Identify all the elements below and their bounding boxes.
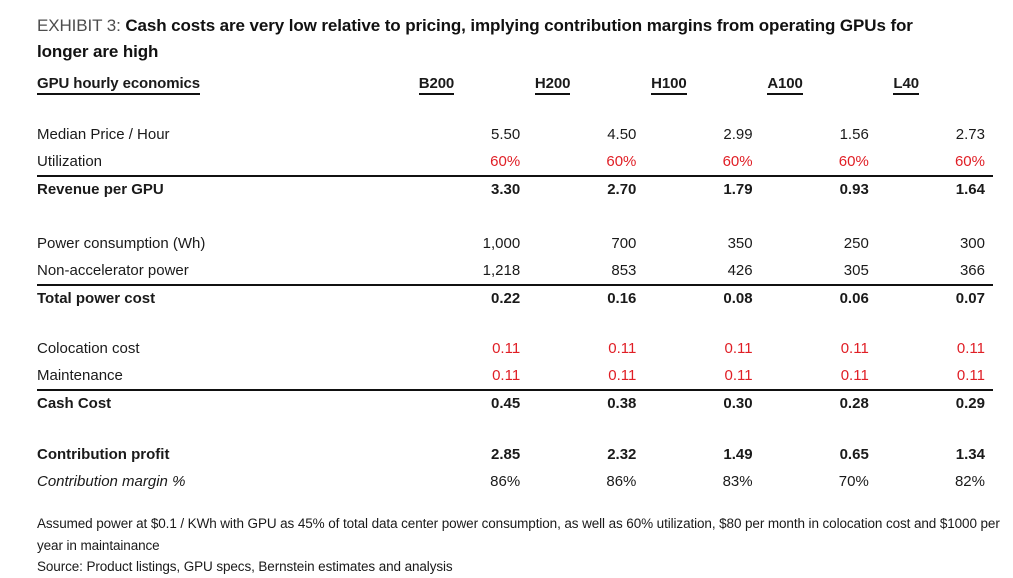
value-cell: 60% — [606, 153, 637, 170]
value-cell: 60% — [490, 153, 521, 170]
column-header-a100: A100 — [761, 75, 877, 95]
table-header-label-cell: GPU hourly economics — [37, 75, 412, 95]
value-cell: 60% — [722, 153, 753, 170]
value-cell: 300 — [959, 235, 985, 252]
value-cell: 0.11 — [492, 367, 521, 384]
value-cell: 853 — [611, 262, 637, 279]
row-label: Cash Cost — [37, 395, 112, 412]
row-label: Colocation cost — [37, 340, 140, 357]
value-cell: 1,000 — [482, 235, 521, 252]
table-row-contribution-margin: Contribution margin % 86% 86% 83% 70% 82… — [37, 468, 993, 495]
table-header-row: GPU hourly economics B200 H200 H100 A100… — [37, 71, 993, 99]
value-cell: 2.73 — [955, 126, 985, 143]
value-cell: 70% — [838, 473, 869, 490]
value-cell: 700 — [611, 235, 637, 252]
spacer — [37, 311, 993, 335]
value-cell: 305 — [843, 262, 869, 279]
value-cell: 1.64 — [955, 181, 985, 198]
column-header-b200: B200 — [412, 75, 528, 95]
value-cell: 0.38 — [607, 395, 637, 412]
value-cell: 0.07 — [955, 290, 985, 307]
row-label: Power consumption (Wh) — [37, 235, 206, 252]
row-label: Contribution margin % — [37, 473, 186, 490]
value-cell: 2.99 — [723, 126, 753, 143]
value-cell: 83% — [722, 473, 753, 490]
table-row-power-consumption: Power consumption (Wh) 1,000 700 350 250… — [37, 230, 993, 257]
gpu-economics-table: GPU hourly economics B200 H200 H100 A100… — [37, 71, 993, 495]
exhibit-title: EXHIBIT 3: Cash costs are very low relat… — [37, 13, 957, 65]
spacer — [37, 416, 993, 441]
table-row-total-power-cost: Total power cost 0.22 0.16 0.08 0.06 0.0… — [37, 284, 993, 311]
row-label: Utilization — [37, 153, 103, 170]
value-cell: 0.28 — [839, 395, 869, 412]
table-row-cash-cost: Cash Cost 0.45 0.38 0.30 0.28 0.29 — [37, 389, 993, 416]
value-cell: 0.11 — [724, 340, 753, 357]
value-cell: 0.08 — [723, 290, 753, 307]
value-cell: 426 — [727, 262, 753, 279]
column-header-l40: L40 — [877, 75, 993, 95]
value-cell: 0.11 — [840, 367, 869, 384]
row-label: Total power cost — [37, 290, 156, 307]
value-cell: 4.50 — [607, 126, 637, 143]
value-cell: 86% — [606, 473, 637, 490]
value-cell: 366 — [959, 262, 985, 279]
spacer — [37, 202, 993, 230]
table-row-contribution-profit: Contribution profit 2.85 2.32 1.49 0.65 … — [37, 441, 993, 468]
value-cell: 0.06 — [839, 290, 869, 307]
row-label: Non-accelerator power — [37, 262, 189, 279]
row-label: Contribution profit — [37, 446, 170, 463]
table-title: GPU hourly economics — [37, 75, 200, 95]
value-cell: 2.32 — [607, 446, 637, 463]
value-cell: 0.16 — [607, 290, 637, 307]
exhibit-title-text: Cash costs are very low relative to pric… — [37, 16, 913, 61]
row-label: Maintenance — [37, 367, 123, 384]
value-cell: 0.11 — [608, 340, 637, 357]
value-cell: 5.50 — [490, 126, 521, 143]
value-cell: 0.93 — [839, 181, 869, 198]
value-cell: 60% — [954, 153, 985, 170]
source-note: Source: Product listings, GPU specs, Ber… — [37, 559, 453, 574]
column-header-h100: H100 — [644, 75, 760, 95]
value-cell: 86% — [490, 473, 521, 490]
table-row-median-price: Median Price / Hour 5.50 4.50 2.99 1.56 … — [37, 121, 993, 148]
table-row-revenue-per-gpu: Revenue per GPU 3.30 2.70 1.79 0.93 1.64 — [37, 175, 993, 202]
value-cell: 1,218 — [482, 262, 521, 279]
value-cell: 1.56 — [839, 126, 869, 143]
value-cell: 0.11 — [608, 367, 637, 384]
value-cell: 0.11 — [840, 340, 869, 357]
spacer — [37, 99, 993, 121]
value-cell: 3.30 — [490, 181, 521, 198]
value-cell: 82% — [954, 473, 985, 490]
value-cell: 0.30 — [723, 395, 753, 412]
row-label: Median Price / Hour — [37, 126, 170, 143]
row-label: Revenue per GPU — [37, 181, 164, 198]
value-cell: 0.11 — [956, 340, 985, 357]
exhibit-number-label: EXHIBIT 3: — [37, 16, 126, 35]
assumption-note: Assumed power at $0.1 / KWh with GPU as … — [37, 516, 1000, 553]
value-cell: 2.85 — [490, 446, 521, 463]
value-cell: 250 — [843, 235, 869, 252]
table-row-colocation-cost: Colocation cost 0.11 0.11 0.11 0.11 0.11 — [37, 335, 993, 362]
value-cell: 0.11 — [492, 340, 521, 357]
value-cell: 0.22 — [490, 290, 521, 307]
table-row-utilization: Utilization 60% 60% 60% 60% 60% — [37, 148, 993, 175]
value-cell: 2.70 — [607, 181, 637, 198]
value-cell: 0.11 — [724, 367, 753, 384]
value-cell: 0.65 — [839, 446, 869, 463]
value-cell: 0.45 — [490, 395, 521, 412]
value-cell: 0.11 — [956, 367, 985, 384]
column-header-h200: H200 — [528, 75, 644, 95]
value-cell: 1.49 — [723, 446, 753, 463]
table-row-non-accelerator-power: Non-accelerator power 1,218 853 426 305 … — [37, 257, 993, 284]
value-cell: 1.34 — [955, 446, 985, 463]
table-row-maintenance: Maintenance 0.11 0.11 0.11 0.11 0.11 — [37, 362, 993, 389]
value-cell: 60% — [838, 153, 869, 170]
value-cell: 0.29 — [955, 395, 985, 412]
footnotes: Assumed power at $0.1 / KWh with GPU as … — [37, 513, 1013, 578]
value-cell: 1.79 — [723, 181, 753, 198]
value-cell: 350 — [727, 235, 753, 252]
